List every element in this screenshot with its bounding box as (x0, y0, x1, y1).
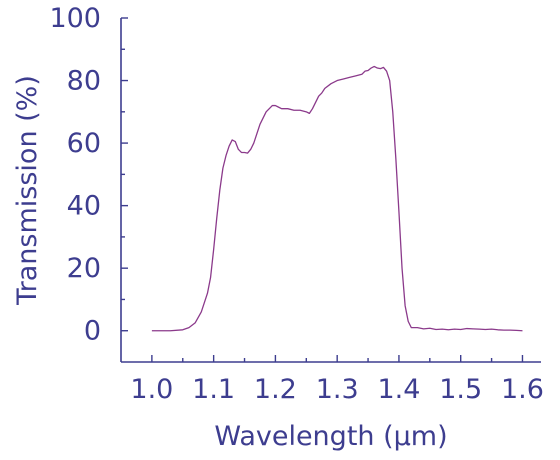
x-tick-label: 1.2 (254, 374, 297, 405)
x-tick-label: 1.0 (130, 374, 173, 405)
y-tick-label: 0 (84, 316, 101, 347)
y-axis-title: Transmission (%) (12, 75, 43, 306)
x-tick-label: 1.6 (501, 374, 544, 405)
y-tick-label: 100 (49, 3, 101, 34)
y-tick-label: 20 (67, 253, 101, 284)
x-tick-labels: 1.0 1.1 1.2 1.3 1.4 1.5 1.6 (130, 374, 544, 405)
y-ticks (121, 17, 128, 332)
y-tick-label: 60 (67, 128, 101, 159)
y-tick-label: 40 (67, 191, 101, 222)
x-tick-label: 1.4 (377, 374, 420, 405)
y-tick-labels: 0 20 40 60 80 100 (49, 3, 101, 347)
x-tick-label: 1.3 (316, 374, 359, 405)
x-ticks (151, 355, 524, 362)
y-tick-label: 80 (67, 66, 101, 97)
x-tick-label: 1.1 (192, 374, 235, 405)
x-axis-title: Wavelength (µm) (214, 421, 447, 452)
y-axis: 0 20 40 60 80 100 (49, 3, 128, 362)
transmission-curve (151, 65, 523, 332)
x-axis: 1.0 1.1 1.2 1.3 1.4 1.5 1.6 (121, 355, 544, 405)
x-tick-label: 1.5 (439, 374, 482, 405)
series-layer (151, 65, 523, 332)
